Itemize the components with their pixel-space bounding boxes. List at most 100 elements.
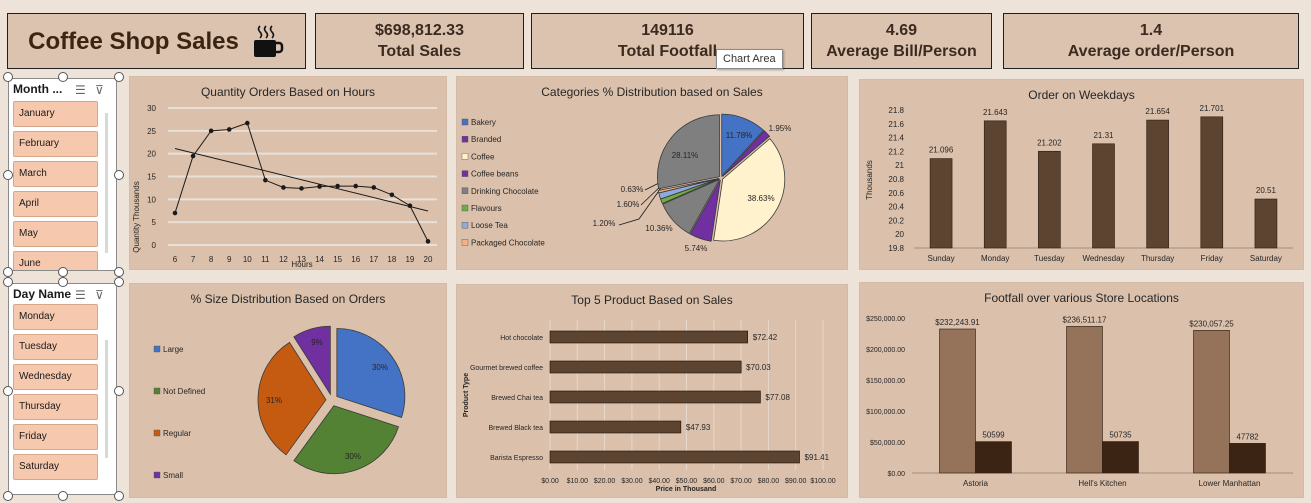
slicer-item[interactable]: Wednesday bbox=[13, 364, 98, 390]
bar bbox=[549, 330, 749, 344]
y-tick-label: Hot chocolate bbox=[500, 335, 543, 342]
slicer-item[interactable]: January bbox=[13, 101, 98, 127]
slicer-item[interactable]: April bbox=[13, 191, 98, 217]
x-tick-label: Friday bbox=[1201, 254, 1223, 263]
chart-title: Top 5 Product Based on Sales bbox=[571, 293, 733, 307]
trendline bbox=[174, 148, 429, 212]
slicer-item[interactable]: Monday bbox=[13, 304, 98, 330]
slice-label: 11.78% bbox=[726, 131, 753, 140]
legend-swatch bbox=[461, 221, 469, 229]
legend-swatch bbox=[461, 118, 469, 126]
x-tick-label: Wednesday bbox=[1082, 254, 1124, 263]
x-tick-label: $40.00 bbox=[648, 478, 670, 485]
data-label: 21.096 bbox=[929, 146, 954, 155]
pie-slice bbox=[257, 341, 327, 456]
y-axis-title: Thousands bbox=[865, 160, 874, 200]
x-tick-label: $80.00 bbox=[758, 478, 780, 485]
bar bbox=[983, 120, 1007, 249]
x-tick-label: 9 bbox=[227, 255, 232, 264]
y-tick-label: Brewed Black tea bbox=[489, 425, 544, 432]
multi-select-icon[interactable]: ☰ bbox=[75, 288, 86, 302]
kpi-total-footfall: 149116 Total Footfall bbox=[531, 13, 804, 69]
slicer-item[interactable]: Thursday bbox=[13, 394, 98, 420]
data-label: 21.643 bbox=[983, 108, 1008, 117]
resize-handle[interactable] bbox=[58, 72, 68, 82]
legend-swatch bbox=[461, 153, 469, 160]
resize-handle[interactable] bbox=[114, 277, 124, 287]
month-slicer[interactable]: Month ... ☰ ⊽ January February March April M… bbox=[8, 78, 117, 271]
resize-handle[interactable] bbox=[114, 170, 124, 180]
x-axis-title: Price in Thousand bbox=[656, 486, 717, 493]
resize-handle[interactable] bbox=[3, 72, 13, 82]
month-slicer-header: Month ... bbox=[13, 82, 63, 96]
clear-filter-icon[interactable]: ⊽ bbox=[95, 288, 104, 302]
bar bbox=[975, 441, 1012, 474]
legend-label: Bakery bbox=[471, 118, 496, 127]
locations-chart-panel[interactable]: Footfall over various Store Locations $0… bbox=[860, 283, 1303, 497]
resize-handle[interactable] bbox=[114, 386, 124, 396]
slicer-item[interactable]: May bbox=[13, 221, 98, 247]
data-label: 47782 bbox=[1236, 432, 1259, 441]
slicer-scrollbar[interactable] bbox=[105, 113, 108, 253]
slicer-scrollbar[interactable] bbox=[105, 340, 108, 458]
slicer-item[interactable]: June bbox=[13, 251, 98, 270]
resize-handle[interactable] bbox=[3, 267, 13, 277]
data-label: 21.202 bbox=[1037, 138, 1062, 147]
day-slicer[interactable]: Day Name ☰ ⊽ Monday Tuesday Wednesday Thurs… bbox=[8, 283, 117, 495]
multi-select-icon[interactable]: ☰ bbox=[75, 83, 86, 97]
x-tick-label: Tuesday bbox=[1034, 254, 1064, 263]
resize-handle[interactable] bbox=[58, 267, 68, 277]
products-chart-panel[interactable]: Top 5 Product Based on Sales $0.00 $10.00… bbox=[457, 285, 847, 497]
chart-title: Categories % Distribution based on Sales bbox=[541, 85, 763, 99]
bar bbox=[549, 450, 800, 464]
x-tick-label: $90.00 bbox=[785, 478, 807, 485]
data-point bbox=[244, 120, 250, 126]
x-tick-label: 12 bbox=[279, 255, 288, 264]
weekdays-chart-panel[interactable]: Order on Weekdays 19.8 20 20.2 20.4 20.6 20.8… bbox=[860, 80, 1303, 269]
x-tick-label: 14 bbox=[315, 255, 324, 264]
slicer-item[interactable]: Tuesday bbox=[13, 334, 98, 360]
resize-handle[interactable] bbox=[58, 277, 68, 287]
x-tick-label: 13 bbox=[297, 255, 306, 264]
resize-handle[interactable] bbox=[3, 170, 13, 180]
slicer-item[interactable]: March bbox=[13, 161, 98, 187]
legend-label: Small bbox=[163, 471, 183, 480]
resize-handle[interactable] bbox=[114, 491, 124, 501]
clear-filter-icon[interactable]: ⊽ bbox=[95, 83, 104, 97]
slicer-item[interactable]: Saturday bbox=[13, 454, 98, 480]
legend-swatch bbox=[153, 429, 161, 437]
resize-handle[interactable] bbox=[3, 386, 13, 396]
legend-swatch bbox=[461, 170, 469, 177]
kpi-average-bill: 4.69 Average Bill/Person bbox=[811, 13, 992, 69]
slice-label: 10.36% bbox=[645, 224, 672, 233]
hours-chart-panel[interactable]: Quantity Orders Based on Hours 0 5 10 15 20 2… bbox=[130, 77, 446, 269]
pie-slice bbox=[657, 114, 720, 190]
chart-title: Quantity Orders Based on Hours bbox=[200, 85, 376, 99]
pie-slice bbox=[689, 179, 721, 242]
x-tick-label: Sunday bbox=[928, 254, 955, 263]
resize-handle[interactable] bbox=[114, 72, 124, 82]
data-label: 20.51 bbox=[1256, 186, 1277, 195]
legend-label: Drinking Chocolate bbox=[471, 187, 539, 196]
bar bbox=[1254, 198, 1278, 249]
y-tick-label: $200,000.00 bbox=[866, 347, 905, 354]
y-tick-label: 21.4 bbox=[888, 134, 904, 143]
slice-label: 1.60% bbox=[617, 200, 640, 209]
locations-bar-chart: $0.00 $50,000.00 $100,000.00 $150,000.00 $20… bbox=[866, 315, 1293, 488]
slicer-item[interactable]: Friday bbox=[13, 424, 98, 450]
resize-handle[interactable] bbox=[3, 277, 13, 287]
bar bbox=[939, 328, 976, 474]
categories-chart-panel[interactable]: Categories % Distribution based on Sales… bbox=[457, 77, 847, 269]
hours-line-chart: 0 5 10 15 20 25 30 6 7 8 9 10 11 12 13 14 15 16 17 18 19 20 Ho… bbox=[132, 104, 437, 269]
resize-handle[interactable] bbox=[114, 267, 124, 277]
y-tick-label: Brewed Chai tea bbox=[491, 395, 543, 402]
sizes-chart-panel[interactable]: % Size Distribution Based on Orders Larg… bbox=[130, 284, 446, 497]
x-tick-label: 8 bbox=[209, 255, 214, 264]
resize-handle[interactable] bbox=[3, 491, 13, 501]
legend-label: Regular bbox=[163, 429, 191, 438]
kpi-label: Average order/Person bbox=[1067, 43, 1235, 60]
legend-swatch bbox=[461, 187, 469, 195]
resize-handle[interactable] bbox=[58, 491, 68, 501]
slicer-item[interactable]: February bbox=[13, 131, 98, 157]
data-label: 21.701 bbox=[1200, 104, 1225, 113]
